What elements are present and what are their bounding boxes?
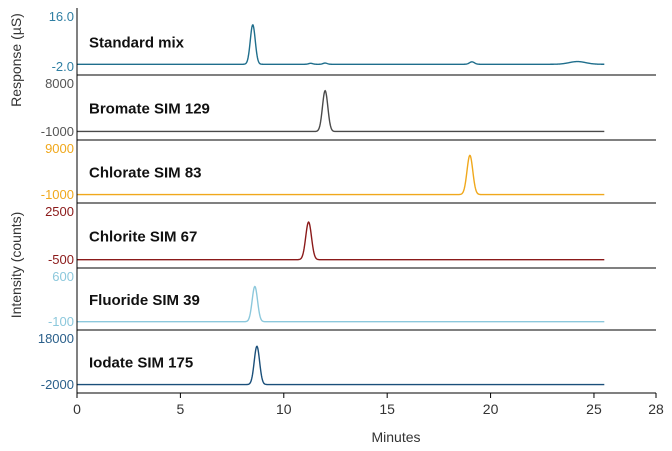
y-axis-title-intensity: Intensity (counts) [8,212,24,319]
x-tick-label: 5 [176,401,184,417]
series-trace [77,23,605,65]
y-tick-label: 600 [52,269,74,284]
x-tick-label: 15 [379,401,395,417]
y-tick-label: 2500 [45,204,74,219]
panel-label: Chlorite SIM 67 [89,229,197,246]
y-tick-label: 16.0 [49,9,74,24]
panel-label: Iodate SIM 175 [89,355,193,372]
y-tick-label: 9000 [45,141,74,156]
x-tick-label: 0 [73,401,81,417]
x-tick-label: 28 [648,401,664,417]
series-trace [77,221,605,261]
x-axis-title: Minutes [371,429,420,445]
panel-label: Bromate SIM 129 [89,101,210,118]
y-tick-label: -100 [48,314,74,329]
x-tick-label: 10 [276,401,292,417]
y-tick-label: 8000 [45,76,74,91]
y-tick-label: -2000 [41,377,74,392]
panel-label: Fluoride SIM 39 [89,292,200,309]
series-trace [77,285,605,323]
series-trace [77,89,605,133]
y-tick-label: -500 [48,252,74,267]
series-trace [77,154,605,196]
panel-label: Standard mix [89,35,185,52]
y-tick-label: -1000 [41,187,74,202]
panel-label: Chlorate SIM 83 [89,165,202,182]
y-tick-label: 18000 [38,331,74,346]
series-trace [77,345,605,386]
x-tick-label: 20 [483,401,499,417]
y-tick-label: -1000 [41,124,74,139]
x-tick-label: 25 [586,401,602,417]
y-tick-label: -2.0 [52,59,74,74]
y-axis-title-response: Response (µS) [8,13,24,107]
